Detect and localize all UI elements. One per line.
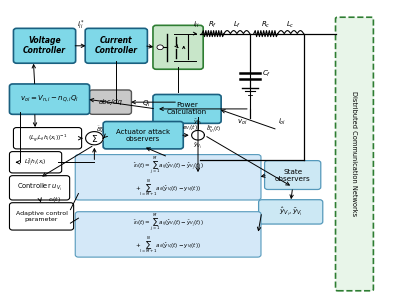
FancyBboxPatch shape bbox=[258, 200, 323, 224]
FancyBboxPatch shape bbox=[10, 152, 62, 173]
Text: $i_{oi}$: $i_{oi}$ bbox=[278, 117, 286, 127]
Text: $i^*_{li}$: $i^*_{li}$ bbox=[76, 19, 84, 32]
Text: $R_c$: $R_c$ bbox=[261, 20, 270, 30]
Text: $C_f$: $C_f$ bbox=[262, 69, 271, 79]
Text: $(L_{g_i}L_{f_i}h_i(x_i))^{-1}$: $(L_{g_i}L_{f_i}h_i(x_i))^{-1}$ bbox=[28, 133, 67, 144]
Text: $i_{li}$: $i_{li}$ bbox=[193, 20, 199, 30]
FancyBboxPatch shape bbox=[10, 84, 90, 114]
Text: $L_c$: $L_c$ bbox=[286, 20, 295, 30]
Text: $e_{V_i}(t)$: $e_{V_i}(t)$ bbox=[182, 123, 198, 133]
FancyBboxPatch shape bbox=[153, 25, 203, 69]
FancyBboxPatch shape bbox=[14, 28, 76, 63]
Text: Power
Calculation: Power Calculation bbox=[167, 102, 207, 115]
Text: $L_{F_i}^2h_i(x_i)$: $L_{F_i}^2h_i(x_i)$ bbox=[24, 156, 47, 168]
Text: $\tilde{\delta}^a_{V_i}$: $\tilde{\delta}^a_{V_i}$ bbox=[96, 125, 105, 136]
FancyBboxPatch shape bbox=[153, 95, 221, 123]
Text: Controller $u_{V_i}$: Controller $u_{V_i}$ bbox=[17, 182, 62, 193]
FancyBboxPatch shape bbox=[103, 121, 183, 149]
Text: $c_i(t)$: $c_i(t)$ bbox=[48, 195, 61, 204]
FancyBboxPatch shape bbox=[10, 203, 74, 230]
FancyBboxPatch shape bbox=[89, 90, 132, 114]
Polygon shape bbox=[86, 132, 103, 145]
Text: $v_{oi}$: $v_{oi}$ bbox=[237, 118, 247, 127]
Text: $R_f$: $R_f$ bbox=[208, 20, 218, 30]
FancyBboxPatch shape bbox=[75, 212, 261, 257]
Text: $v_{oi}=V_{n,i}-n_{Q,i}Q_i$: $v_{oi}=V_{n,i}-n_{Q,i}Q_i$ bbox=[20, 94, 79, 104]
Text: abc/dq: abc/dq bbox=[98, 99, 122, 105]
Text: $\hat{y}_{V_i}$: $\hat{y}_{V_i}$ bbox=[193, 140, 203, 151]
Polygon shape bbox=[192, 130, 204, 140]
Text: Voltage
Controller: Voltage Controller bbox=[23, 36, 66, 56]
Text: Actuator attack
observers: Actuator attack observers bbox=[116, 129, 170, 142]
Text: $\bar{y}_{V_i}$: $\bar{y}_{V_i}$ bbox=[193, 117, 203, 127]
Text: $\hat{\delta}^s_{V_i}(t)$: $\hat{\delta}^s_{V_i}(t)$ bbox=[206, 123, 221, 135]
FancyBboxPatch shape bbox=[10, 176, 70, 200]
Polygon shape bbox=[157, 45, 163, 50]
FancyBboxPatch shape bbox=[14, 127, 82, 149]
Text: Distributed Communication Networks: Distributed Communication Networks bbox=[352, 92, 358, 217]
Text: State
observers: State observers bbox=[275, 169, 310, 182]
FancyBboxPatch shape bbox=[85, 28, 147, 63]
Text: $\Sigma$: $\Sigma$ bbox=[91, 133, 98, 144]
Text: $\hat{y}_{V_i},\bar{y}_{V_i}$: $\hat{y}_{V_i},\bar{y}_{V_i}$ bbox=[279, 206, 303, 218]
Text: $L_f$: $L_f$ bbox=[233, 20, 241, 30]
FancyBboxPatch shape bbox=[336, 17, 373, 291]
Text: $\bar{\varepsilon}_i(t)=\sum_{j=1}^{M}a_{ij}(\hat{y}_{V_i}(t)-\bar{y}_{V_j}(t))$: $\bar{\varepsilon}_i(t)=\sum_{j=1}^{M}a_… bbox=[133, 213, 204, 256]
FancyBboxPatch shape bbox=[75, 155, 261, 200]
Text: Adaptive control
parameter: Adaptive control parameter bbox=[16, 211, 68, 222]
Text: $Q_i$: $Q_i$ bbox=[142, 99, 151, 109]
Text: $\hat{\varepsilon}_i(t)=\sum_{j=1}^{M}a_{ij}(\hat{y}_{V_i}(t)-\hat{y}_{V_j}(t))$: $\hat{\varepsilon}_i(t)=\sum_{j=1}^{M}a_… bbox=[133, 155, 204, 199]
Text: Current
Controller: Current Controller bbox=[95, 36, 138, 56]
FancyBboxPatch shape bbox=[264, 161, 321, 189]
